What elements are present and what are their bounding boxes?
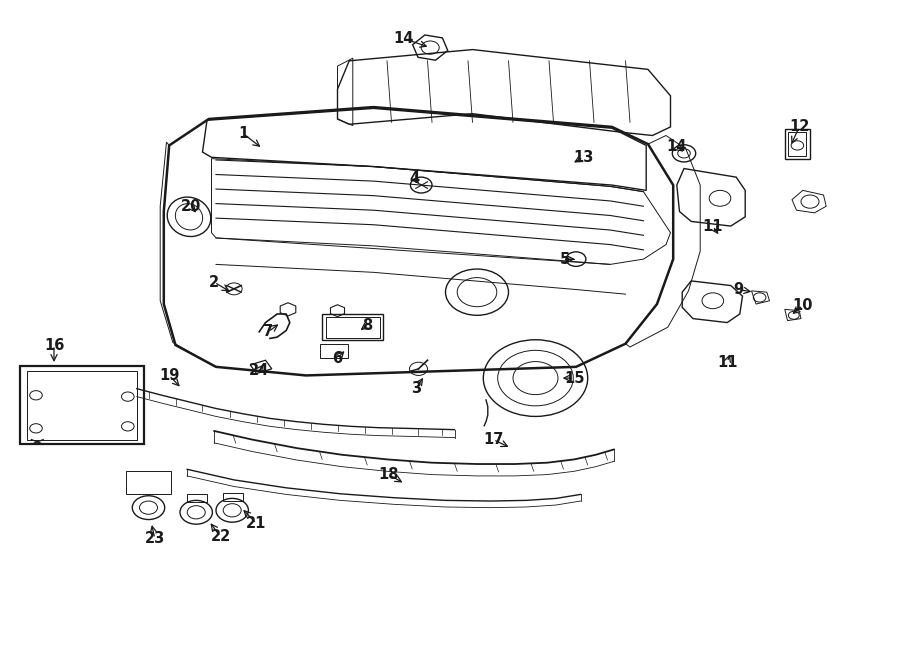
- Text: 13: 13: [573, 150, 593, 165]
- Text: 11: 11: [717, 355, 737, 369]
- Text: 15: 15: [564, 371, 584, 385]
- Text: 19: 19: [159, 368, 179, 383]
- Text: 23: 23: [145, 531, 165, 546]
- Text: 17: 17: [483, 432, 503, 447]
- Text: 20: 20: [181, 199, 201, 214]
- Text: 22: 22: [211, 529, 230, 544]
- Text: 3: 3: [410, 381, 421, 396]
- Bar: [326, 317, 380, 338]
- Text: 6: 6: [332, 351, 343, 366]
- Text: 4: 4: [409, 171, 419, 186]
- Bar: [126, 471, 171, 494]
- Bar: [320, 344, 348, 358]
- Text: 12: 12: [789, 120, 809, 134]
- Bar: [27, 371, 137, 440]
- Text: 10: 10: [793, 298, 813, 313]
- Bar: [788, 132, 806, 156]
- Bar: [20, 366, 144, 444]
- Text: 9: 9: [733, 282, 743, 297]
- Text: 2: 2: [209, 275, 220, 290]
- Bar: [187, 494, 207, 502]
- Bar: [322, 314, 383, 340]
- Bar: [785, 129, 810, 159]
- Text: 5: 5: [560, 252, 571, 266]
- Bar: [223, 493, 243, 501]
- Text: 14: 14: [393, 31, 413, 46]
- Text: 8: 8: [362, 318, 373, 332]
- Text: 16: 16: [44, 338, 64, 352]
- Text: 21: 21: [247, 516, 266, 531]
- Text: 24: 24: [249, 363, 269, 377]
- Text: 11: 11: [703, 219, 723, 233]
- Text: 1: 1: [238, 126, 248, 141]
- Text: 7: 7: [263, 325, 274, 339]
- Text: 14: 14: [667, 139, 687, 154]
- Text: 18: 18: [379, 467, 399, 482]
